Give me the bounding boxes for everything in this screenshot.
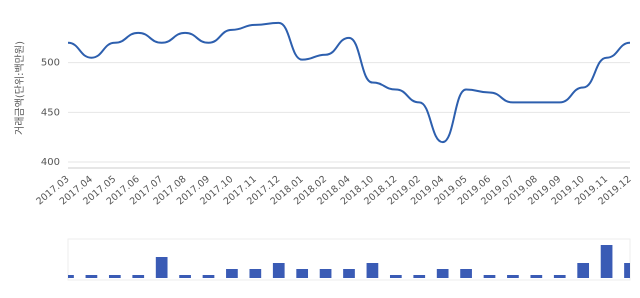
volume-bar bbox=[577, 263, 590, 278]
volume-bar bbox=[226, 269, 238, 278]
volume-bar bbox=[319, 269, 332, 278]
volume-bar bbox=[249, 269, 262, 278]
price-line bbox=[67, 21, 631, 144]
volume-bar bbox=[624, 263, 630, 278]
volume-frame bbox=[67, 238, 631, 281]
y-tick-label: 400 bbox=[41, 157, 60, 168]
y-tick-label: 500 bbox=[41, 58, 60, 69]
volume-bar bbox=[296, 269, 309, 278]
y-tick-label: 450 bbox=[41, 107, 60, 118]
volume-bar bbox=[460, 269, 472, 278]
y-axis-title: 거래금액(단위:백만원) bbox=[13, 41, 26, 135]
volume-bar bbox=[68, 275, 74, 278]
volume-bar bbox=[155, 257, 168, 278]
volume-bar bbox=[553, 275, 566, 278]
volume-bar bbox=[413, 275, 426, 278]
volume-bar bbox=[202, 275, 215, 278]
volume-bar bbox=[507, 275, 519, 278]
volume-bar bbox=[132, 275, 145, 278]
volume-bar bbox=[179, 275, 191, 278]
volume-bar bbox=[389, 275, 402, 278]
volume-bar bbox=[436, 269, 449, 278]
volume-bar bbox=[483, 275, 496, 278]
volume-bar bbox=[85, 275, 98, 278]
volume-bar bbox=[366, 263, 379, 278]
volume-bar bbox=[108, 275, 121, 278]
volume-bar bbox=[530, 275, 543, 278]
volume-bar bbox=[272, 263, 285, 278]
volume-bar bbox=[600, 245, 613, 278]
volume-bar bbox=[343, 269, 355, 278]
